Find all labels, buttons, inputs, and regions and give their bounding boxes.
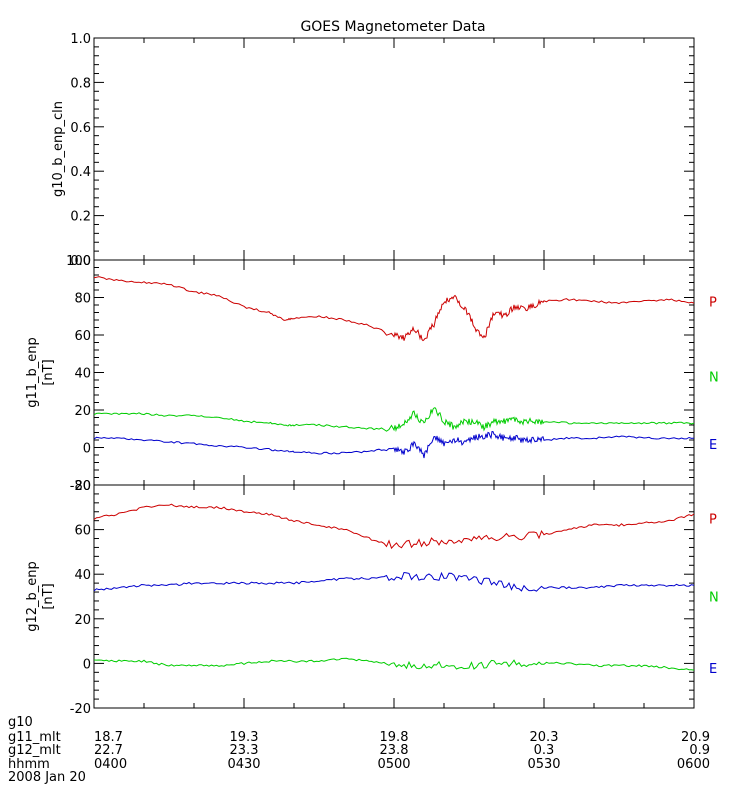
y-tick-label: 40 xyxy=(74,367,91,382)
y-axis-label: g12_b_enp xyxy=(25,561,40,632)
panel-frame xyxy=(93,484,695,709)
y-axis-unit: [nT] xyxy=(41,583,56,609)
x-row-value: 23.8 xyxy=(380,743,409,758)
y-axis-unit: [nT] xyxy=(41,359,56,385)
legend-label-E: E xyxy=(709,662,717,677)
series-line-N xyxy=(93,571,695,592)
x-row-value: 18.7 xyxy=(94,730,123,745)
x-row-value: 19.8 xyxy=(380,730,409,745)
date-label: 2008 Jan 20 xyxy=(8,770,86,785)
y-axis-label: g10_b_enp_cln xyxy=(51,101,66,197)
y-tick-label: 0.2 xyxy=(70,210,91,225)
y-tick-label: 20 xyxy=(74,613,91,628)
series-line-E xyxy=(93,430,695,459)
panel-frame xyxy=(93,37,695,261)
x-row-name: hhmm xyxy=(8,757,50,772)
x-row-name: g10 xyxy=(8,715,33,730)
y-tick-label: 60 xyxy=(74,329,91,344)
x-row-value: 19.3 xyxy=(230,730,259,745)
legend-label-E: E xyxy=(709,438,717,453)
y-tick-label: 0 xyxy=(83,657,91,672)
legend-label-P: P xyxy=(709,295,717,310)
y-tick-label: -20 xyxy=(70,702,91,717)
y-tick-label: 80 xyxy=(74,292,91,307)
y-tick-label: 0.6 xyxy=(70,121,91,136)
series-line-E xyxy=(93,657,695,671)
x-row-value: 0.3 xyxy=(534,743,555,758)
panel-frame xyxy=(93,259,695,486)
legend-label-N: N xyxy=(709,591,719,606)
x-row-value: 0430 xyxy=(227,757,260,772)
series-line-P xyxy=(93,503,695,550)
y-tick-label: 1.0 xyxy=(70,32,91,47)
x-row-value: 22.7 xyxy=(94,743,123,758)
x-row-name: g11_mlt xyxy=(8,730,61,745)
y-tick-label: 100 xyxy=(66,254,91,269)
y-tick-label: 0.4 xyxy=(70,165,91,180)
panel-0: 0.0 0.2 0.4 0.6 0.8 1.0 g10_b_enp_cln xyxy=(51,32,695,269)
x-row-value: 0600 xyxy=(677,757,710,772)
x-row-value: 0530 xyxy=(527,757,560,772)
y-tick-label: 0 xyxy=(83,442,91,457)
panels: 0.0 0.2 0.4 0.6 0.8 1.0 g10_b_enp_cln -20 0 20 40 6… xyxy=(25,32,719,717)
legend-label-N: N xyxy=(709,370,719,385)
y-axis-label: g11_b_enp xyxy=(25,337,40,408)
x-row-value: 20.9 xyxy=(681,730,710,745)
y-tick-label: 60 xyxy=(74,524,91,539)
x-row-value: 20.3 xyxy=(530,730,559,745)
series-line-P xyxy=(93,276,695,342)
panel-1: -20 0 20 40 60 80 100 g11_b_enp [nT] P N E xyxy=(25,254,719,494)
panel-2: -20 0 20 40 60 80 g12_b_enp [nT] P N E xyxy=(25,479,719,717)
x-row-name: g12_mlt xyxy=(8,743,61,758)
legend-label-P: P xyxy=(709,512,717,527)
chart-title: GOES Magnetometer Data xyxy=(300,19,485,35)
y-tick-label: 20 xyxy=(74,404,91,419)
y-tick-label: -20 xyxy=(70,479,91,494)
y-tick-label: 40 xyxy=(74,568,91,583)
x-row-value: 0.9 xyxy=(689,743,710,758)
y-tick-label: 0.0 xyxy=(70,254,91,269)
y-tick-label: 80 xyxy=(74,479,91,494)
x-row-value: 0500 xyxy=(377,757,410,772)
series-line-N xyxy=(93,407,695,433)
y-tick-label: 0.8 xyxy=(70,76,91,91)
x-row-value: 23.3 xyxy=(230,743,259,758)
x-row-value: 0400 xyxy=(94,757,127,772)
